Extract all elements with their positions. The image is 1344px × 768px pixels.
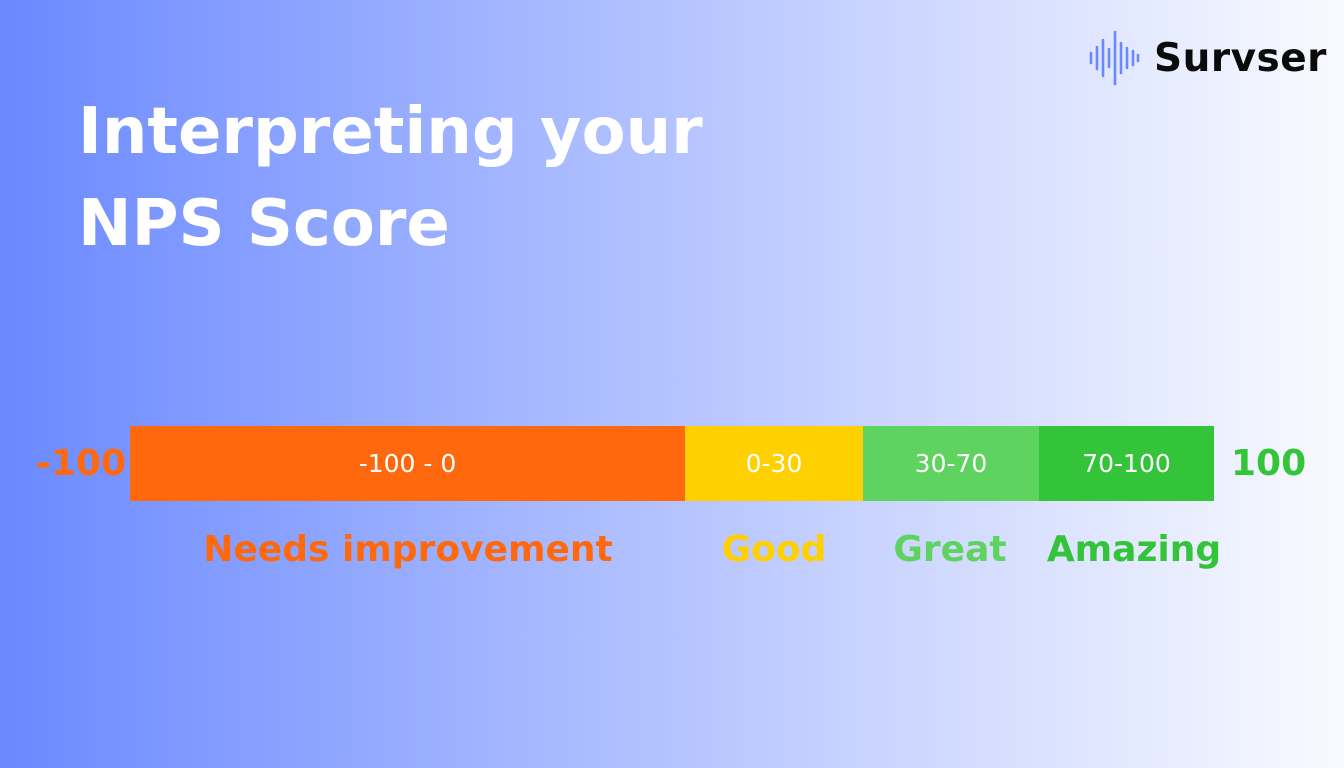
page-title-line-2: NPS Score	[78, 187, 450, 261]
segment-range-label: -100 - 0	[358, 449, 457, 478]
brand-name: Survser	[1154, 35, 1327, 81]
scale-max-label: 100	[1231, 443, 1307, 484]
segment-needs-improvement: -100 - 0	[130, 426, 685, 501]
category-great: Great	[893, 529, 1007, 570]
page-title-line-1: Interpreting your	[78, 95, 703, 169]
segment-range-label: 30-70	[914, 449, 988, 478]
nps-scale-bar: -100 - 0 0-30 30-70 70-100	[130, 426, 1214, 501]
category-good: Good	[721, 529, 827, 570]
brand-logo: Survser	[1088, 30, 1327, 86]
category-needs-improvement: Needs improvement	[203, 529, 613, 570]
category-amazing: Amazing	[1046, 529, 1222, 570]
segment-good: 0-30	[685, 426, 863, 501]
page-title: Interpreting your NPS Score	[78, 86, 838, 270]
segment-range-label: 70-100	[1082, 449, 1171, 478]
segment-great: 30-70	[863, 426, 1039, 501]
segment-range-label: 0-30	[745, 449, 803, 478]
sound-wave-icon	[1089, 30, 1140, 86]
scale-min-label: -100	[35, 443, 126, 484]
segment-amazing: 70-100	[1039, 426, 1214, 501]
